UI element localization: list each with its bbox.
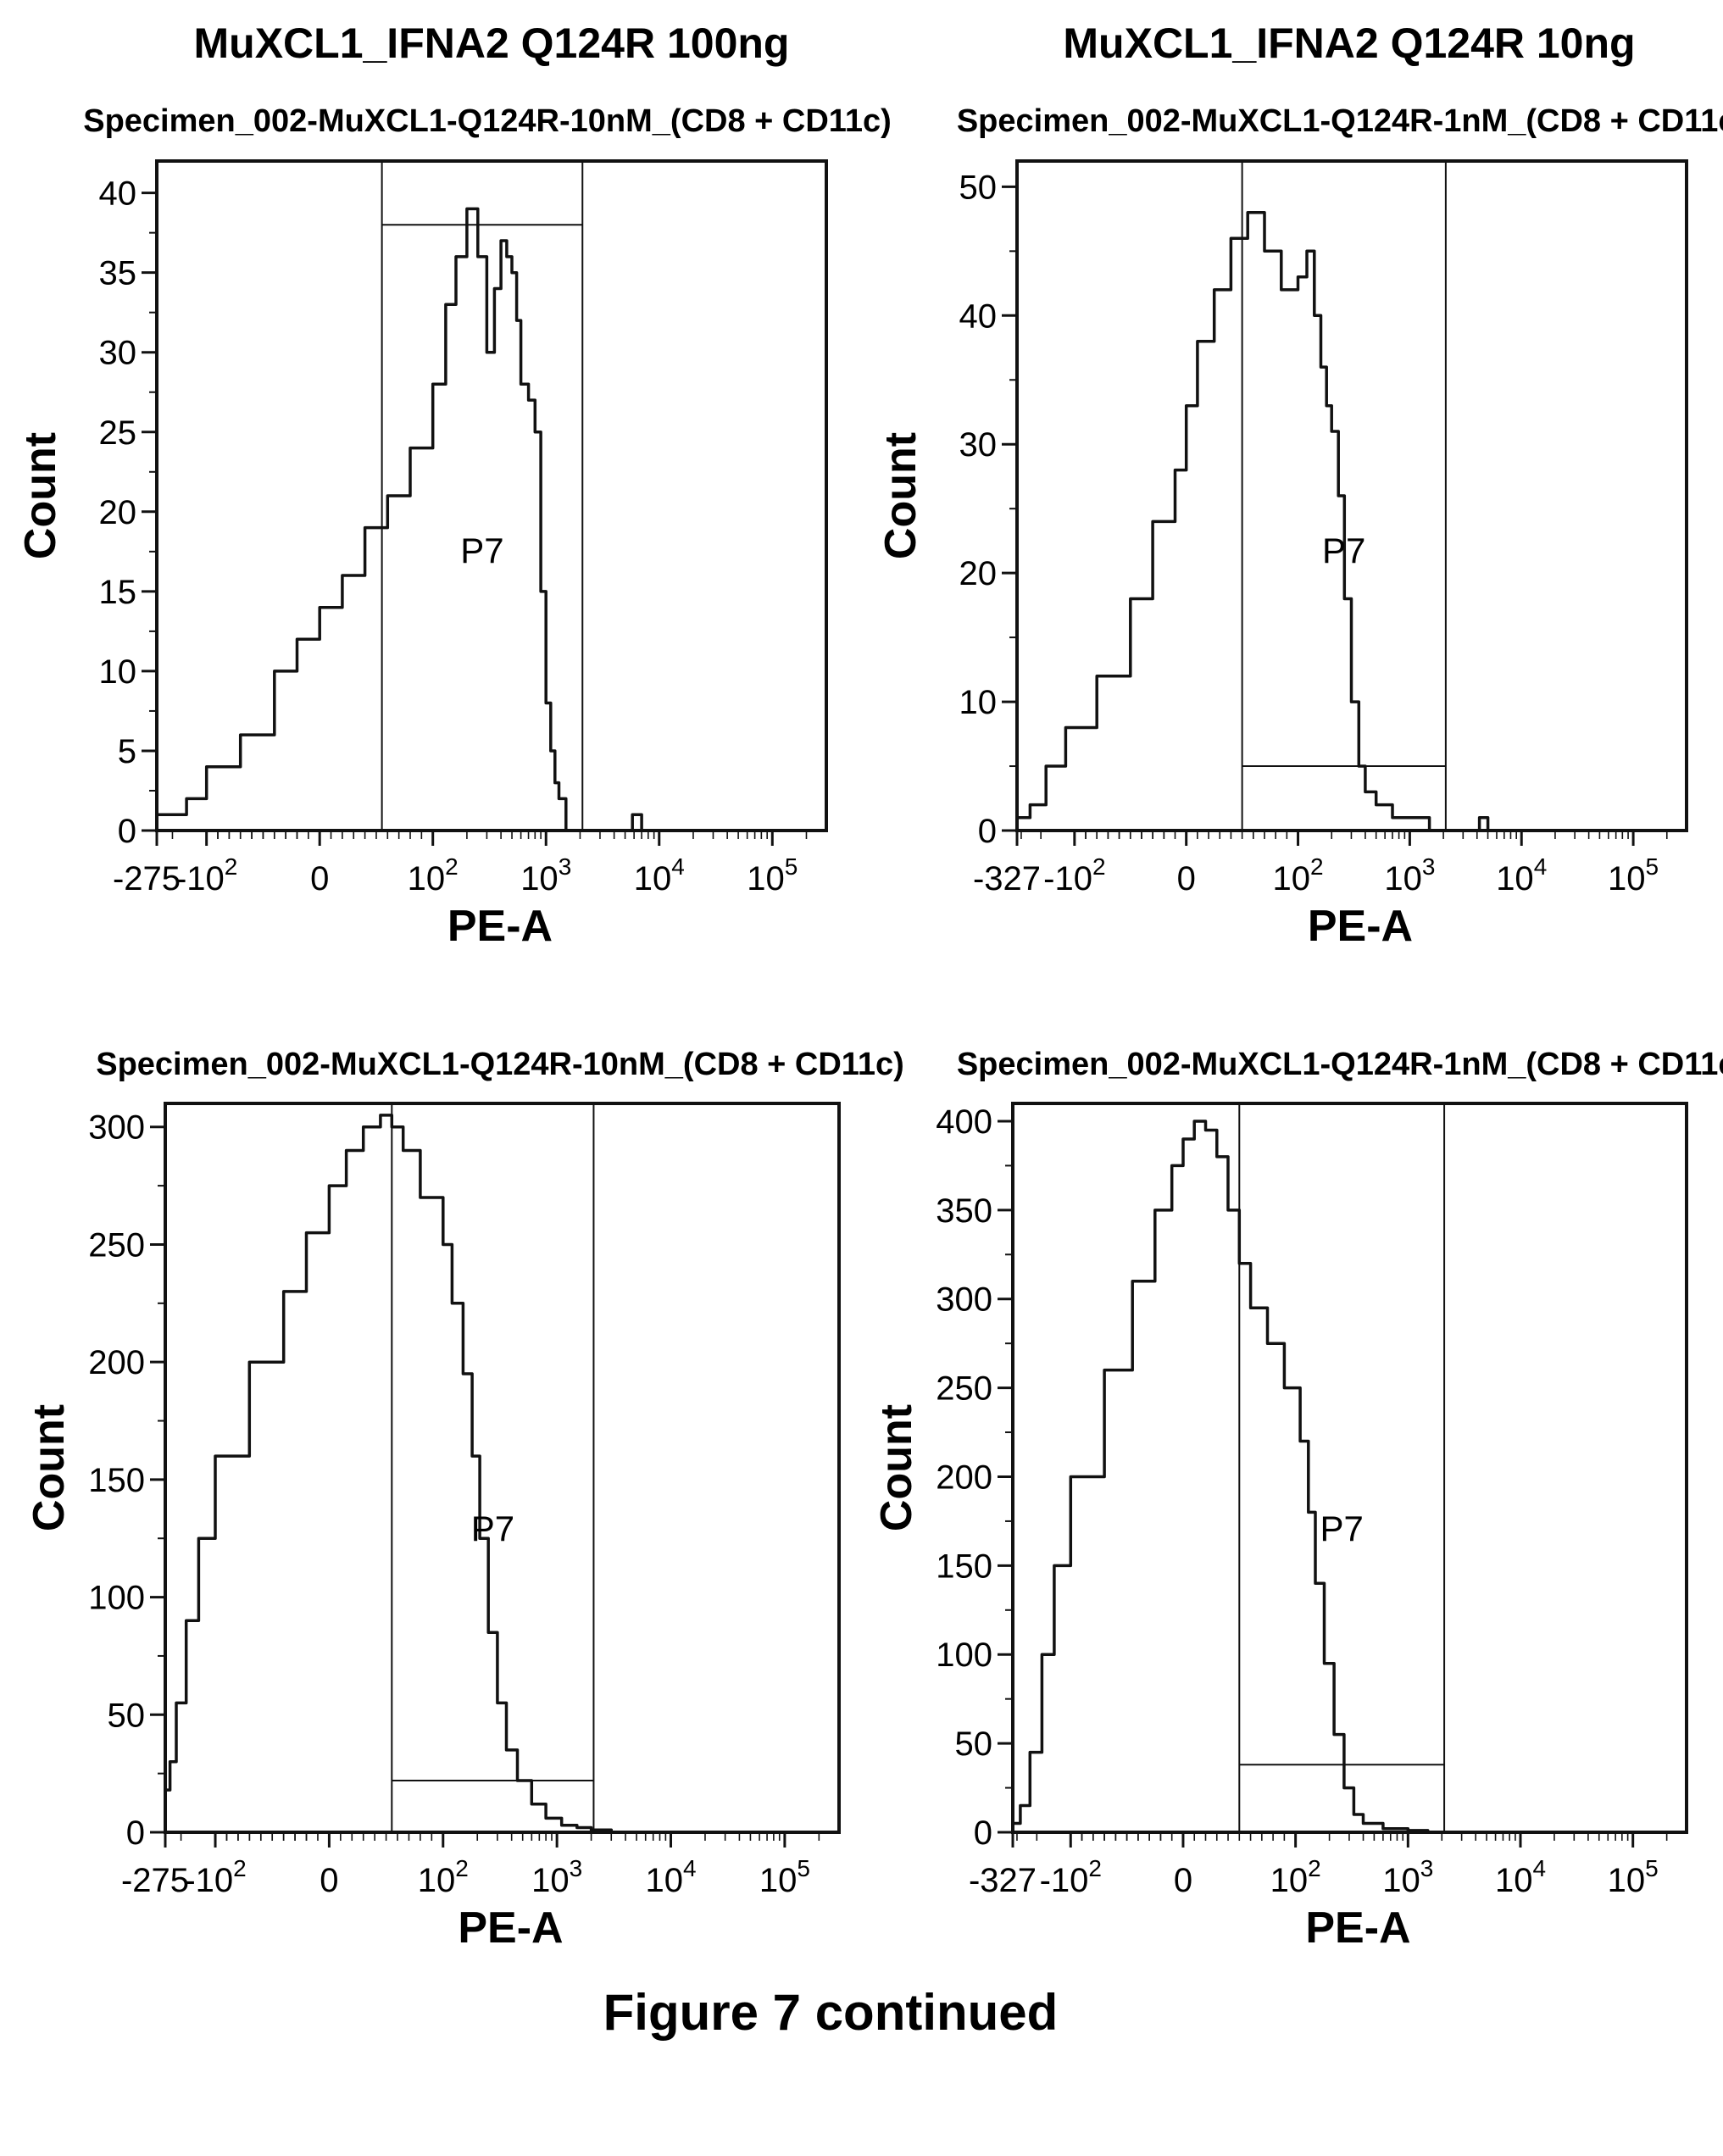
x-axis-label: PE-A [1305,1903,1410,1953]
x-axis-label: PE-A [1308,902,1413,951]
y-tick-label: 40 [959,297,998,335]
histogram-panel-bottom-right: Specimen_002-MuXCL1-Q124R-1nM_(CD8 + CD1… [872,1047,1723,1953]
y-tick-label: 0 [118,813,136,850]
x-tick-label: -275 [113,860,181,897]
x-tick-label: 103 [1384,853,1435,897]
x-tick-label: 104 [645,1855,696,1899]
y-tick-label: 200 [88,1344,145,1381]
x-tick-label: -102 [1043,853,1105,897]
x-tick-label: 102 [418,1855,469,1899]
histogram-panel-bottom-left: Specimen_002-MuXCL1-Q124R-10nM_(CD8 + CD… [25,1047,904,1953]
panel-title: Specimen_002-MuXCL1-Q124R-1nM_(CD8 + CD1… [957,1047,1723,1082]
histogram-trace [155,207,643,832]
histogram-panel-top-right: Specimen_002-MuXCL1-Q124R-1nM_(CD8 + CD1… [876,103,1723,951]
y-tick-label: 300 [88,1109,145,1147]
histogram-trace [164,1114,705,1834]
x-tick-label: 102 [408,853,459,897]
histogram-trace [1011,1120,1582,1834]
x-tick-label: -327 [969,1862,1037,1899]
x-tick-label: 104 [634,853,685,897]
x-tick-label: -102 [1040,1855,1102,1899]
x-tick-label: 102 [1270,1855,1321,1899]
plot-frame [1011,1102,1688,1834]
figure-caption: Figure 7 continued [603,1984,1059,2041]
y-tick-label: 20 [99,494,137,531]
x-tick-label: 103 [1382,1855,1433,1899]
x-tick-label: -102 [175,853,237,897]
y-tick-label: 400 [936,1103,992,1141]
panel-title: Specimen_002-MuXCL1-Q124R-10nM_(CD8 + CD… [83,103,892,139]
x-tick-label: 102 [1273,853,1324,897]
histogram-panel-top-left: Specimen_002-MuXCL1-Q124R-10nM_(CD8 + CD… [16,103,892,951]
y-tick-label: 150 [936,1548,992,1585]
column-title-left: MuXCL1_IFNA2 Q124R 100ng [194,19,790,67]
x-axis-label: PE-A [458,1903,563,1953]
x-tick-label: -275 [121,1862,189,1899]
x-tick-label: 105 [1608,853,1659,897]
x-tick-label: 0 [1174,1862,1192,1899]
x-tick-label: 0 [310,860,329,897]
gate-label: P7 [471,1509,514,1548]
panel-title: Specimen_002-MuXCL1-Q124R-1nM_(CD8 + CD1… [957,103,1723,139]
y-tick-label: 20 [959,555,998,592]
panel-title: Specimen_002-MuXCL1-Q124R-10nM_(CD8 + CD… [96,1047,904,1082]
y-tick-label: 10 [959,684,998,721]
y-axis-label: Count [872,1404,921,1531]
y-tick-label: 25 [99,414,137,452]
y-tick-label: 100 [936,1636,992,1674]
plot-frame [1015,159,1688,832]
x-tick-label: 105 [1608,1855,1659,1899]
y-tick-label: 50 [955,1725,993,1763]
y-tick-label: 40 [99,175,137,213]
plot-frame [155,159,828,832]
x-tick-label: 103 [520,853,571,897]
histogram-trace [1015,211,1490,832]
y-tick-label: 0 [978,813,997,850]
y-tick-label: 300 [936,1281,992,1319]
y-tick-label: 0 [126,1814,145,1852]
y-axis-label: Count [16,432,65,559]
x-tick-label: 0 [1177,860,1196,897]
gate-label: P7 [1320,1509,1364,1548]
x-tick-label: 105 [747,853,798,897]
y-tick-label: 0 [974,1814,992,1852]
y-tick-label: 350 [936,1192,992,1230]
x-tick-label: -102 [184,1855,246,1899]
x-axis-label: PE-A [447,902,553,951]
x-tick-label: 103 [531,1855,582,1899]
y-tick-label: 35 [99,255,137,292]
column-title-right: MuXCL1_IFNA2 Q124R 10ng [1063,19,1635,67]
y-tick-label: 50 [108,1697,146,1734]
y-tick-label: 30 [99,335,137,372]
y-tick-label: 250 [88,1226,145,1264]
x-tick-label: -327 [973,860,1041,897]
x-tick-label: 105 [759,1855,810,1899]
gate-label: P7 [1322,531,1365,570]
gate-label: P7 [460,531,503,570]
x-tick-label: 104 [1495,1855,1546,1899]
y-tick-label: 100 [88,1580,145,1617]
y-tick-label: 200 [936,1459,992,1496]
y-tick-label: 10 [99,653,137,691]
y-tick-label: 250 [936,1370,992,1408]
x-tick-label: 104 [1496,853,1547,897]
y-axis-label: Count [25,1404,74,1531]
plot-frame [164,1102,841,1834]
y-axis-label: Count [876,432,925,559]
y-tick-label: 15 [99,574,137,611]
y-tick-label: 150 [88,1462,145,1499]
y-tick-label: 50 [959,169,998,206]
y-tick-label: 5 [118,733,136,770]
y-tick-label: 30 [959,426,998,464]
x-tick-label: 0 [320,1862,338,1899]
